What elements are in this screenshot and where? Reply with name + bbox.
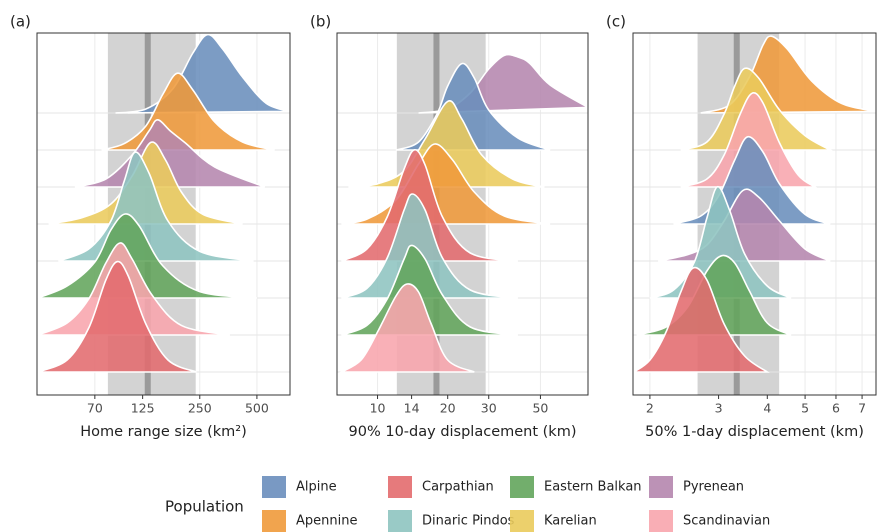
legend-label: Carpathian [422, 480, 494, 495]
legend-swatch [649, 510, 673, 532]
density-ridge [58, 151, 254, 262]
panel-border [36, 32, 291, 396]
legend-label: Alpine [296, 480, 337, 495]
x-tick-label: 30 [481, 401, 497, 416]
density-ridge [341, 244, 518, 336]
density-ridge [673, 135, 831, 225]
x-axis-label: Home range size (km²) [80, 424, 247, 440]
density-ridge [341, 193, 518, 299]
panel-border [336, 32, 589, 396]
panel-label: (b) [310, 13, 331, 31]
x-tick-label: 10 [370, 401, 386, 416]
x-tick-label: 2 [646, 401, 654, 416]
density-ridge [657, 188, 831, 262]
x-tick-label: 125 [131, 401, 155, 416]
x-axis-label: 50% 1-day displacement (km) [645, 424, 864, 440]
legend-swatch [388, 476, 412, 498]
legend-label: Dinaric Pindos [422, 514, 515, 529]
x-tick-label: 20 [440, 401, 456, 416]
density-ridge [631, 266, 770, 373]
density-ridge [37, 213, 257, 299]
x-tick-label: 250 [188, 401, 212, 416]
x-tick-label: 7 [858, 401, 866, 416]
legend-title: Population [165, 498, 244, 516]
x-tick-label: 5 [801, 401, 809, 416]
x-tick-label: 3 [715, 401, 723, 416]
panel-label: (a) [10, 13, 31, 31]
density-ridge [115, 33, 290, 114]
density-ridge [338, 283, 475, 373]
legend-swatch [388, 510, 412, 532]
density-ridge [649, 186, 792, 299]
legend-label: Karelian [544, 514, 597, 529]
legend-label: Pyrenean [683, 480, 744, 495]
density-ridge [37, 260, 197, 373]
x-tick-label: 4 [763, 401, 771, 416]
x-tick-label: 6 [832, 401, 840, 416]
legend-swatch [649, 476, 673, 498]
density-ridge [101, 72, 275, 151]
legend-swatch [262, 476, 286, 498]
legend-swatch [510, 510, 534, 532]
legend-label: Apennine [296, 514, 357, 529]
legend-swatch [510, 476, 534, 498]
density-ridge [74, 118, 266, 188]
legend-label: Eastern Balkan [544, 480, 642, 495]
legend-label: Scandinavian [683, 514, 770, 529]
x-tick-label: 70 [87, 401, 103, 416]
x-axis-label: 90% 10-day displacement (km) [349, 424, 577, 440]
panel-border [632, 32, 877, 396]
x-tick-label: 50 [532, 401, 548, 416]
x-tick-label: 500 [245, 401, 269, 416]
density-ridge [341, 148, 518, 262]
density-ridge [348, 100, 545, 188]
panel-label: (c) [606, 13, 626, 31]
legend-swatch [262, 510, 286, 532]
x-tick-label: 14 [404, 401, 420, 416]
